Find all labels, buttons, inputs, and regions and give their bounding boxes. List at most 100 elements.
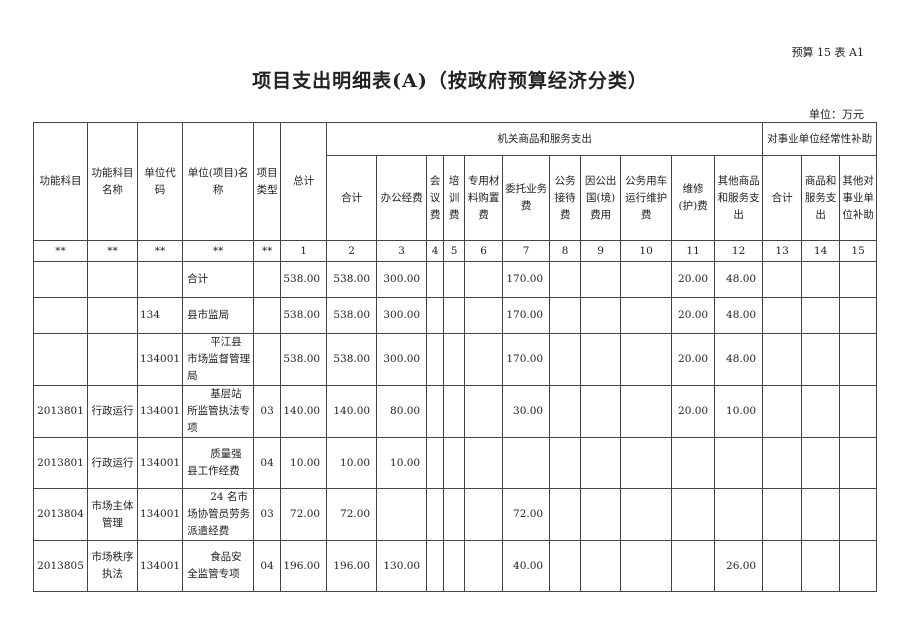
index-cell: 8 bbox=[549, 240, 582, 262]
header-project-type: 项目类型 bbox=[253, 122, 282, 241]
cell-function-code bbox=[33, 333, 88, 386]
header-function-code: 功能科目 bbox=[33, 122, 88, 241]
cell-amount bbox=[426, 297, 445, 334]
index-cell: ** bbox=[87, 240, 138, 262]
header-total: 总计 bbox=[280, 122, 328, 241]
cell-amount: 10.00 bbox=[376, 437, 428, 489]
cell-unit-name: 24 名市场协管员劳务派遣经费 bbox=[182, 488, 255, 541]
cell-amount: 80.00 bbox=[376, 385, 428, 438]
cell-amount bbox=[580, 261, 622, 298]
cell-amount: 72.00 bbox=[502, 488, 551, 541]
cell-amount: 538.00 bbox=[280, 261, 328, 298]
cell-unit-name: 合计 bbox=[182, 261, 255, 298]
table-row: 134 县市监局 538.00 538.00 300.00 170.00 20.00 48.0… bbox=[33, 297, 878, 334]
cell-amount: 170.00 bbox=[502, 261, 551, 298]
cell-unit-code: 134001 bbox=[136, 437, 184, 489]
header-col-a: 公务接待费 bbox=[549, 155, 582, 241]
header-row-group: 功能科目 功能科目名称 单位代码 单位(项目)名称 项目类型 总计 机关商品和服务支出 对事业… bbox=[33, 122, 878, 241]
cell-amount bbox=[762, 333, 803, 386]
cell-unit-name: 食品安全监管专项 bbox=[182, 540, 255, 592]
table-row: 2013801 行政运行 134001 基层站所监管执法专项 03 140.00 140.0… bbox=[33, 385, 878, 438]
index-cell: 15 bbox=[839, 240, 878, 262]
header-index-row: ** ** ** ** ** 1 2 3 4 5 6 7 8 9 10 11 12 13 14 15 bbox=[33, 240, 878, 262]
cell-amount bbox=[671, 437, 716, 489]
header-group-agency-goods-services: 机关商品和服务支出 bbox=[326, 122, 764, 156]
cell-amount: 538.00 bbox=[326, 297, 378, 334]
table-row: 134001 平江县市场监督管理局 538.00 538.00 300.00 170.00… bbox=[33, 333, 878, 386]
unit-name-text: 质量强县工作经费 bbox=[187, 448, 242, 477]
cell-amount bbox=[620, 261, 673, 298]
header-col-b: 合计 bbox=[762, 155, 803, 241]
unit-name-text: 食品安全监管专项 bbox=[187, 551, 242, 580]
header-col-a: 委托业务费 bbox=[502, 155, 551, 241]
unit-name-text: 基层站所监管执法专项 bbox=[187, 388, 251, 434]
header-col-a: 因公出国(境)费用 bbox=[580, 155, 622, 241]
cell-amount bbox=[426, 437, 445, 489]
cell-function-name: 行政运行 bbox=[87, 385, 138, 438]
index-cell: 10 bbox=[620, 240, 673, 262]
cell-amount bbox=[801, 437, 841, 489]
cell-amount: 20.00 bbox=[671, 385, 716, 438]
cell-amount: 538.00 bbox=[326, 261, 378, 298]
cell-amount bbox=[549, 261, 582, 298]
cell-amount: 538.00 bbox=[280, 297, 328, 334]
cell-amount bbox=[762, 437, 803, 489]
header-col-a: 会议费 bbox=[426, 155, 445, 241]
cell-amount bbox=[762, 488, 803, 541]
cell-amount: 10.00 bbox=[280, 437, 328, 489]
cell-amount bbox=[580, 297, 622, 334]
cell-amount bbox=[839, 297, 878, 334]
cell-amount bbox=[549, 488, 582, 541]
cell-amount: 300.00 bbox=[376, 261, 428, 298]
index-cell: 12 bbox=[714, 240, 764, 262]
header-unit-code: 单位代码 bbox=[136, 122, 184, 241]
cell-unit-name: 基层站所监管执法专项 bbox=[182, 385, 255, 438]
cell-amount bbox=[502, 437, 551, 489]
cell-amount bbox=[464, 488, 504, 541]
cell-amount bbox=[426, 488, 445, 541]
cell-amount bbox=[671, 540, 716, 592]
index-cell: ** bbox=[253, 240, 282, 262]
cell-amount bbox=[443, 540, 466, 592]
cell-amount bbox=[426, 261, 445, 298]
cell-function-code: 2013801 bbox=[33, 437, 88, 489]
table-row: 2013804 市场主体管理 134001 24 名市场协管员劳务派遣经费 03 72.0… bbox=[33, 488, 878, 541]
cell-amount bbox=[464, 385, 504, 438]
cell-project-type bbox=[253, 297, 282, 334]
cell-function-name: 市场主体管理 bbox=[87, 488, 138, 541]
unit-name-text: 平江县市场监督管理局 bbox=[187, 336, 251, 382]
index-cell: 13 bbox=[762, 240, 803, 262]
cell-amount bbox=[762, 540, 803, 592]
cell-amount: 538.00 bbox=[280, 333, 328, 386]
header-col-b: 商品和服务支出 bbox=[801, 155, 841, 241]
table-row: 合计 538.00 538.00 300.00 170.00 20.00 48.00 bbox=[33, 261, 878, 298]
header-col-b: 其他对事业单位补助 bbox=[839, 155, 878, 241]
cell-amount bbox=[580, 540, 622, 592]
index-cell: 5 bbox=[443, 240, 466, 262]
cell-amount bbox=[443, 261, 466, 298]
index-cell: 7 bbox=[502, 240, 551, 262]
index-cell: 9 bbox=[580, 240, 622, 262]
cell-amount bbox=[762, 261, 803, 298]
project-expense-table: 功能科目 功能科目名称 单位代码 单位(项目)名称 项目类型 总计 机关商品和服务支出 对事业… bbox=[33, 122, 878, 592]
header-function-name: 功能科目名称 bbox=[87, 122, 138, 241]
cell-amount bbox=[464, 261, 504, 298]
header-unit-name: 单位(项目)名称 bbox=[182, 122, 255, 241]
cell-amount: 48.00 bbox=[714, 333, 764, 386]
cell-unit-code: 134001 bbox=[136, 333, 184, 386]
cell-amount: 26.00 bbox=[714, 540, 764, 592]
index-cell: 4 bbox=[426, 240, 445, 262]
cell-amount: 20.00 bbox=[671, 261, 716, 298]
cell-amount: 48.00 bbox=[714, 261, 764, 298]
cell-amount bbox=[426, 333, 445, 386]
cell-amount bbox=[426, 540, 445, 592]
cell-unit-code bbox=[136, 261, 184, 298]
cell-amount bbox=[549, 385, 582, 438]
cell-amount bbox=[839, 261, 878, 298]
cell-project-type: 03 bbox=[253, 385, 282, 438]
header-col-a: 其他商品和服务支出 bbox=[714, 155, 764, 241]
index-cell: 2 bbox=[326, 240, 378, 262]
unit-name-text: 合计 bbox=[187, 273, 209, 285]
cell-project-type: 04 bbox=[253, 540, 282, 592]
cell-amount bbox=[620, 297, 673, 334]
